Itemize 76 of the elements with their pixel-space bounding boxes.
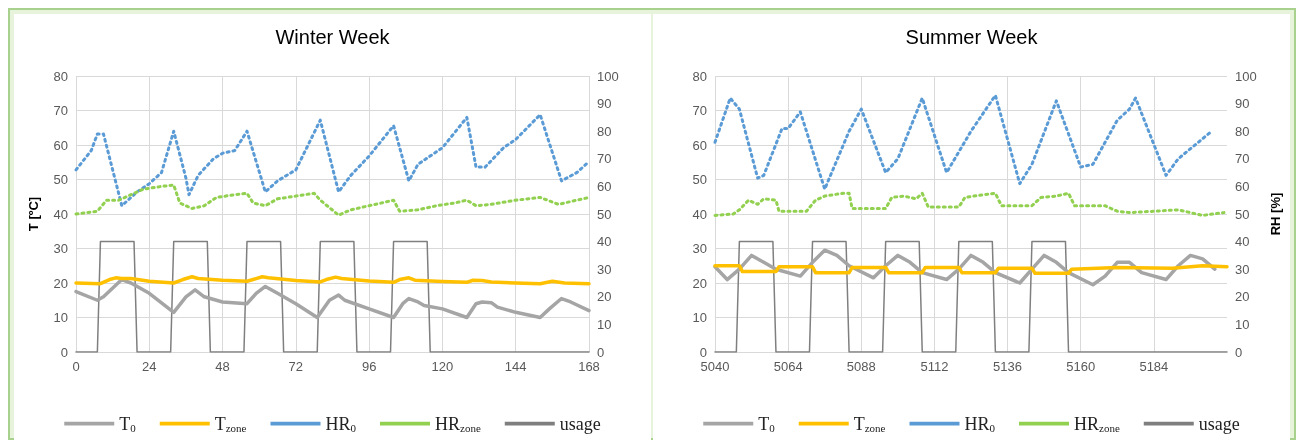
y-tick-label: 60 — [692, 137, 707, 153]
x-tick-label: 96 — [361, 359, 377, 374]
y2-tick-label: 10 — [1235, 316, 1250, 332]
line-series — [74, 277, 591, 320]
y-tick-label: 70 — [53, 103, 68, 118]
y-tick-label: 50 — [53, 172, 68, 187]
y2-tick-label: 60 — [1235, 178, 1250, 194]
y-tick-label: 80 — [692, 68, 707, 84]
y2-tick-label: 10 — [597, 316, 612, 332]
x-tick-label: 5064 — [773, 359, 803, 374]
y2-tick-label: 30 — [1235, 261, 1250, 277]
y2-tick-label: 0 — [1235, 344, 1243, 360]
y2-axis-title: RH [%] — [1268, 192, 1283, 236]
y2-tick-label: 40 — [1235, 234, 1250, 250]
y2-tick-label: 90 — [597, 96, 612, 112]
y-tick-label: 30 — [53, 241, 68, 256]
legend-label: T0 — [119, 413, 137, 434]
y-tick-label: 50 — [692, 172, 707, 187]
y-tick-label: 70 — [692, 103, 707, 118]
line-series — [74, 183, 591, 217]
y2-tick-label: 70 — [1235, 151, 1250, 167]
y2-tick-label: 60 — [597, 178, 612, 194]
y2-tick-label: 80 — [1235, 123, 1250, 139]
y-tick-label: 20 — [53, 275, 68, 291]
y2-tick-label: 90 — [1235, 96, 1250, 112]
x-tick-label: 5088 — [846, 359, 876, 374]
x-tick-label: 144 — [504, 359, 527, 374]
y2-tick-label: 0 — [597, 344, 605, 360]
y-tick-label: 10 — [53, 310, 68, 325]
x-tick-label: 5136 — [993, 359, 1023, 374]
x-tick-label: 168 — [578, 359, 600, 374]
legend-label: Tzone — [214, 413, 247, 434]
x-tick-label: 5112 — [920, 359, 949, 374]
y2-tick-label: 100 — [1235, 68, 1257, 84]
legend-label: usage — [559, 413, 601, 434]
legend-label: HR0 — [964, 413, 996, 434]
x-tick-label: 5160 — [1066, 359, 1096, 374]
y2-tick-label: 30 — [597, 261, 612, 277]
chart-title: Winter Week — [275, 26, 391, 48]
y-axis-title: T [ºC] — [26, 196, 41, 232]
line-series — [74, 275, 591, 286]
y-tick-label: 30 — [692, 241, 707, 256]
y-tick-label: 40 — [692, 206, 707, 222]
legend-label: HRzone — [1074, 413, 1120, 434]
line-series — [713, 264, 1229, 276]
y2-tick-label: 70 — [597, 151, 612, 167]
y2-tick-label: 50 — [597, 206, 612, 222]
y2-tick-label: 50 — [1235, 206, 1250, 222]
legend-label: HRzone — [435, 413, 481, 434]
x-tick-label: 120 — [431, 359, 454, 374]
y-tick-label: 80 — [53, 68, 68, 84]
y2-tick-label: 40 — [597, 234, 612, 250]
y-tick-label: 0 — [60, 344, 68, 360]
line-series — [74, 113, 591, 208]
y2-tick-label: 20 — [1235, 289, 1250, 305]
x-tick-label: 0 — [72, 359, 80, 374]
legend-label: usage — [1198, 413, 1240, 434]
legend-label: T0 — [758, 413, 776, 434]
y-tick-label: 40 — [53, 206, 68, 222]
y-tick-label: 0 — [699, 344, 707, 360]
x-tick-label: 72 — [288, 359, 304, 374]
chart-title: Summer Week — [905, 26, 1039, 48]
x-tick-label: 5184 — [1139, 359, 1169, 374]
legend-label: Tzone — [853, 413, 886, 434]
x-tick-label: 24 — [142, 359, 157, 374]
legend-label: HR0 — [325, 413, 357, 434]
y-tick-label: 60 — [53, 137, 68, 153]
x-tick-label: 48 — [215, 359, 230, 374]
y2-tick-label: 20 — [597, 289, 612, 305]
y-tick-label: 20 — [692, 275, 707, 291]
line-series — [713, 93, 1214, 191]
y-tick-label: 10 — [692, 310, 707, 325]
y2-tick-label: 80 — [597, 123, 612, 139]
y2-tick-label: 100 — [597, 68, 619, 84]
x-tick-label: 5040 — [700, 359, 730, 374]
line-series — [713, 191, 1226, 217]
